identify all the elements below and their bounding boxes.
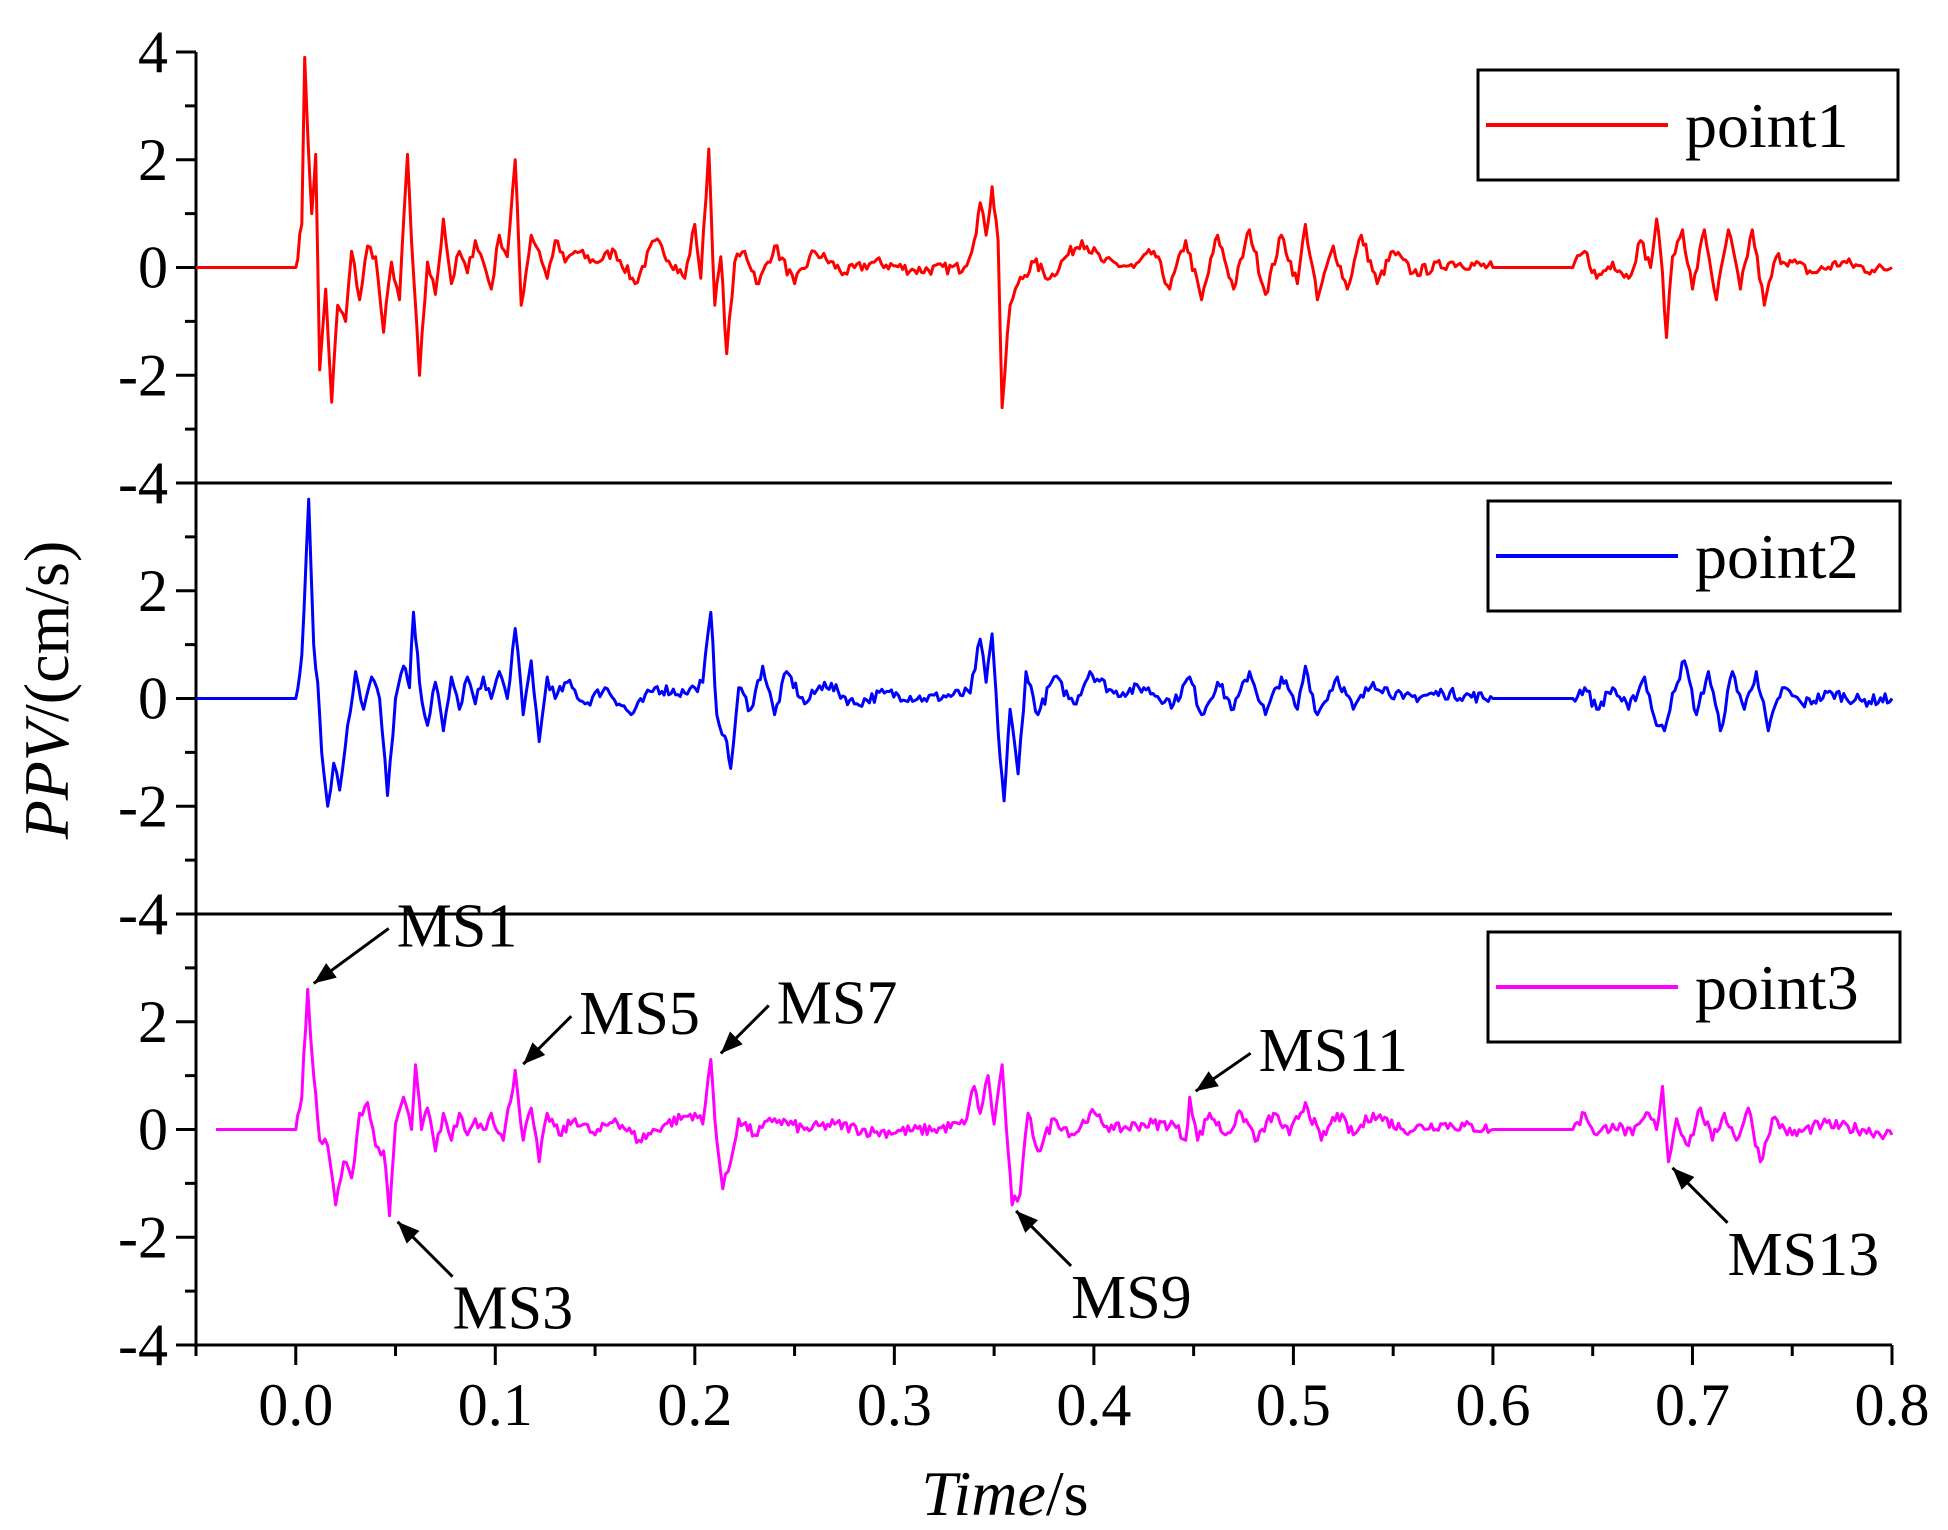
annotation-label: MS11 xyxy=(1259,1017,1408,1085)
y-tick-label: 2 xyxy=(138,127,168,193)
y-axis-title: PPV/(cm/s) xyxy=(11,541,82,841)
legends: point1 point2 point3 xyxy=(1476,68,1902,1044)
x-tick-label: 0.5 xyxy=(1256,1372,1331,1438)
x-axis-title-italic: Time xyxy=(921,1458,1045,1529)
y-tick-label: -4 xyxy=(118,881,168,947)
annotations: MS1 MS3 MS5 MS7 MS9 MS11 MS13 xyxy=(312,892,1880,1343)
annotation-label: MS5 xyxy=(579,980,700,1048)
annotation-label: MS1 xyxy=(397,892,518,960)
y-tick-label: 4 xyxy=(138,19,168,85)
y-tick-label: -4 xyxy=(118,450,168,516)
annotation-arrow-head xyxy=(1672,1167,1695,1190)
annotation-label: MS3 xyxy=(453,1275,574,1343)
y-tick-label: -2 xyxy=(118,1204,168,1270)
x-tick-label: 0.3 xyxy=(857,1372,932,1438)
annotation-arrow-head xyxy=(313,963,337,984)
y-tick-label: 0 xyxy=(138,666,168,732)
series-line-point3 xyxy=(216,987,1894,1218)
series-line-point2 xyxy=(196,497,1894,808)
series-line-point1 xyxy=(196,55,1893,410)
y-tick-label: -2 xyxy=(118,773,168,839)
y-tick-label: 4 xyxy=(138,450,168,516)
tick-marks xyxy=(176,50,1894,1365)
y-tick-label: 4 xyxy=(138,881,168,947)
annotation-label: MS9 xyxy=(1071,1264,1192,1332)
x-tick-label: 0.8 xyxy=(1855,1372,1930,1438)
x-axis-title: Time/s xyxy=(921,1458,1088,1529)
annotation-label: MS7 xyxy=(777,969,898,1037)
x-tick-label: 0.2 xyxy=(657,1372,732,1438)
x-tick-label: 0.1 xyxy=(458,1372,533,1438)
y-axis-title-unit: /(cm/s) xyxy=(11,541,82,722)
panels xyxy=(196,55,1894,1218)
tick-labels: 0.0 0.1 0.2 0.3 0.4 0.5 0.6 0.7 0.8420-2-4420-2-… xyxy=(118,19,1929,1438)
x-tick-label: 0.6 xyxy=(1455,1372,1530,1438)
legend-label-point3: point3 xyxy=(1695,952,1859,1023)
annotation-arrow-head xyxy=(1195,1071,1219,1092)
annotation-arrow-head xyxy=(720,1031,743,1054)
y-tick-label: -2 xyxy=(118,342,168,408)
y-tick-label: 2 xyxy=(138,558,168,624)
legend-label-point2: point2 xyxy=(1695,521,1859,592)
annotation-arrow-head xyxy=(523,1042,546,1065)
y-tick-label: 0 xyxy=(138,1097,168,1163)
annotation-arrow-head xyxy=(397,1221,420,1244)
legend-box-point3 xyxy=(1486,930,1902,1044)
y-tick-label: 0 xyxy=(138,235,168,301)
x-tick-label: 0.4 xyxy=(1056,1372,1131,1438)
annotation-label: MS13 xyxy=(1728,1221,1880,1289)
x-axis-title-unit: /s xyxy=(1046,1458,1089,1529)
x-tick-label: 0.0 xyxy=(258,1372,333,1438)
annotation-arrow-head xyxy=(1016,1210,1038,1233)
y-tick-label: -4 xyxy=(118,1312,168,1378)
x-tick-label: 0.7 xyxy=(1655,1372,1730,1438)
y-tick-label: 2 xyxy=(138,989,168,1055)
y-axis-title-italic: PPV xyxy=(11,715,82,840)
legend-label-point1: point1 xyxy=(1685,90,1849,161)
